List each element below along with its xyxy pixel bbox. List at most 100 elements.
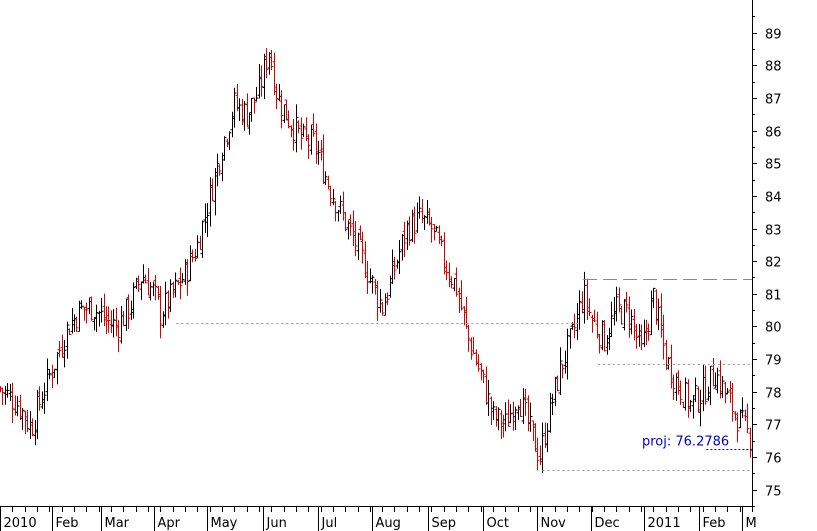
y-tick-label: 79 (765, 354, 782, 369)
price-bar (232, 87, 237, 128)
price-bar (72, 314, 77, 333)
price-bar (730, 383, 735, 422)
price-bar (531, 420, 536, 441)
price-bar (698, 389, 703, 427)
price-bar (397, 239, 402, 274)
price-bar (545, 423, 550, 453)
price-bar (602, 320, 607, 352)
price-bar (274, 83, 279, 110)
price-bar (676, 370, 681, 395)
price-bar (580, 291, 585, 314)
price-bar (74, 316, 79, 333)
price-bar (489, 396, 494, 425)
price-bar (508, 404, 513, 424)
price-bar (15, 396, 20, 417)
price-bar (18, 394, 23, 421)
price-bar (708, 365, 713, 406)
price-bar (622, 299, 627, 331)
price-bar (178, 267, 183, 300)
price-bar (385, 292, 390, 306)
price-bar (129, 300, 134, 320)
price-bar (25, 409, 30, 432)
price-bar (279, 90, 284, 129)
price-bar (333, 200, 338, 222)
price-bar (311, 113, 316, 137)
price-bar (560, 363, 565, 379)
price-bar (745, 403, 750, 434)
price-bar (395, 259, 400, 269)
price-bar (471, 336, 476, 354)
price-bar (715, 367, 720, 394)
price-bar (286, 110, 291, 129)
price-bar (282, 104, 287, 124)
price-bar (605, 335, 610, 355)
price-bar (619, 306, 624, 325)
x-tick-label: Apr (158, 516, 181, 531)
x-axis-ticks: 2010 Feb Mar Apr May Jun Jul Aug Sep Oct Nov Dec 201… (0, 506, 757, 531)
x-tick-label: Oct (487, 516, 509, 531)
price-bar (678, 380, 683, 406)
price-bar (87, 297, 92, 314)
price-bar (380, 302, 385, 316)
price-bar (8, 383, 13, 401)
price-bar (550, 393, 555, 415)
price-bar (432, 224, 437, 241)
price-bar (420, 199, 425, 224)
price-bar (494, 406, 499, 427)
price-bar (407, 216, 412, 246)
price-bar (131, 282, 136, 319)
price-bar (439, 235, 444, 247)
x-tick-label: Jun (266, 516, 287, 531)
price-bar (215, 153, 220, 187)
guide-lines (176, 279, 752, 471)
price-bar (180, 273, 185, 284)
price-bar (575, 303, 580, 341)
price-bar (457, 287, 462, 313)
price-bar (99, 297, 104, 323)
price-bar (627, 296, 632, 338)
price-bar (148, 281, 153, 301)
price-bar (674, 373, 679, 401)
price-bar (42, 382, 47, 414)
x-tick-label: Feb (703, 516, 726, 531)
price-bar (225, 138, 230, 148)
price-bar (683, 377, 688, 411)
price-bar (718, 360, 723, 399)
price-bar (348, 214, 353, 236)
price-bar (701, 363, 706, 412)
price-bar (323, 171, 328, 185)
price-bar (259, 65, 264, 97)
price-bar (220, 152, 225, 182)
price-bar (35, 389, 40, 440)
price-bar (109, 310, 114, 334)
price-bar (106, 306, 111, 333)
price-bar (5, 383, 10, 398)
price-bar (425, 200, 430, 224)
price-bar (449, 276, 454, 289)
price-bar (210, 178, 215, 202)
price-bar (415, 202, 420, 233)
price-bar (262, 53, 267, 100)
price-bar (338, 195, 343, 214)
price-bar (466, 325, 471, 352)
price-bar (124, 298, 129, 332)
price-bar (84, 302, 89, 324)
price-bar (666, 356, 671, 370)
price-bar (444, 260, 449, 281)
price-bar (82, 306, 87, 321)
price-bar (454, 267, 459, 297)
price-bar (523, 388, 528, 416)
price-bar (163, 281, 168, 326)
price-bar (555, 375, 560, 392)
price-bar (518, 398, 523, 418)
price-bar (429, 216, 434, 243)
price-bar (272, 52, 277, 96)
price-bar (370, 275, 375, 294)
price-bar (60, 334, 65, 358)
price-bar (33, 420, 38, 446)
price-bar (563, 350, 568, 374)
price-bar (669, 344, 674, 389)
price-bar (392, 256, 397, 280)
price-bar (632, 308, 637, 341)
price-bar (671, 374, 676, 401)
